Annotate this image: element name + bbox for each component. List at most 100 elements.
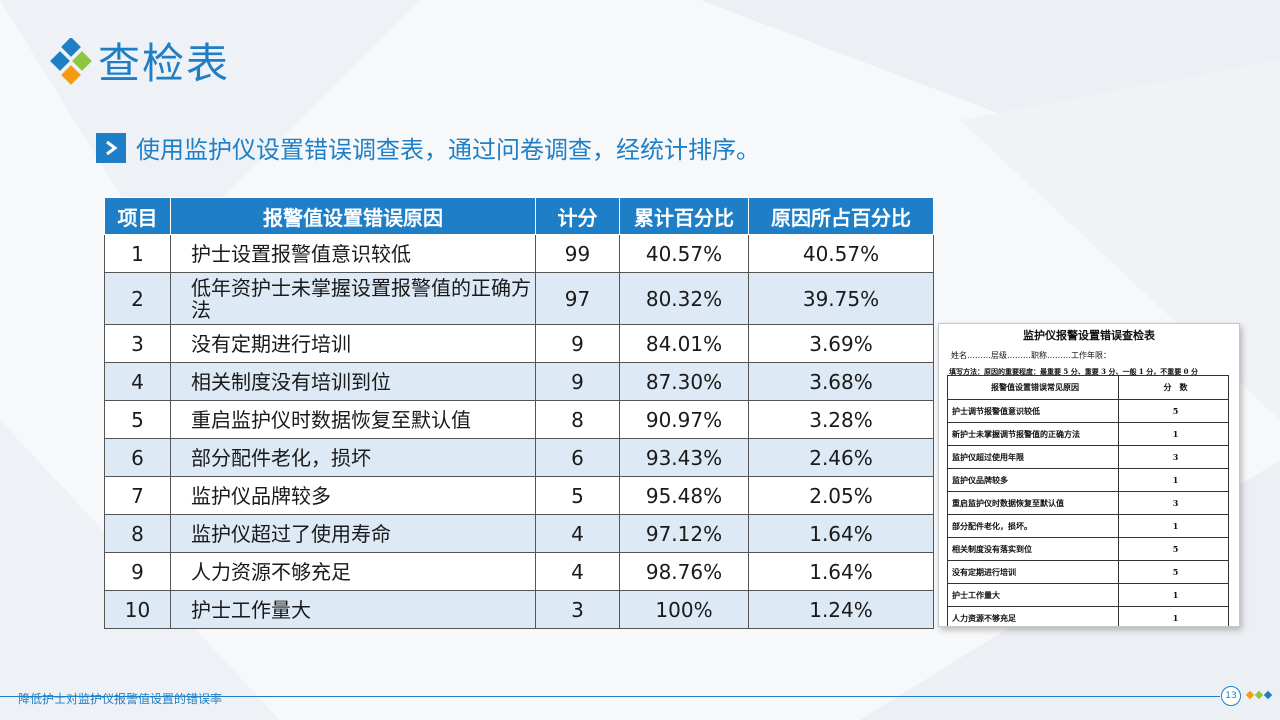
survey-row: 重启监护仪时数据恢复至默认值 3	[947, 491, 1229, 515]
table-row: 5 重启监护仪时数据恢复至默认值 8 90.97% 3.28%	[104, 400, 934, 439]
page-number: 13	[1221, 686, 1241, 706]
survey-row: 护士工作量大 1	[947, 583, 1229, 607]
cell-share: 1.24%	[748, 590, 934, 629]
cell-reason: 护士工作量大	[170, 590, 536, 629]
cell-no: 1	[104, 234, 171, 273]
cell-no: 6	[104, 438, 171, 477]
cell-no: 4	[104, 362, 171, 401]
col-header-cumulative: 累计百分比	[619, 197, 749, 235]
table-row: 10 护士工作量大 3 100% 1.24%	[104, 590, 934, 629]
cell-score: 6	[535, 438, 620, 477]
cell-share: 3.69%	[748, 324, 934, 363]
cell-reason: 重启监护仪时数据恢复至默认值	[170, 400, 536, 439]
cell-share: 3.28%	[748, 400, 934, 439]
cell-reason: 相关制度没有培训到位	[170, 362, 536, 401]
cell-cumulative: 100%	[619, 590, 749, 629]
survey-table: 报警值设置错误常见原因 分 数 护士调节报警值意识较低 5 新护士未掌握调节报警值…	[947, 375, 1229, 626]
survey-row: 相关制度没有落实到位 5	[947, 537, 1229, 561]
col-header-share: 原因所占百分比	[748, 197, 934, 235]
survey-reason: 部分配件老化，损坏。	[947, 514, 1119, 538]
cell-no: 3	[104, 324, 171, 363]
table-row: 6 部分配件老化，损坏 6 93.43% 2.46%	[104, 438, 934, 477]
cell-cumulative: 90.97%	[619, 400, 749, 439]
table-row: 7 监护仪品牌较多 5 95.48% 2.05%	[104, 476, 934, 515]
cell-share: 1.64%	[748, 514, 934, 553]
col-header-reason: 报警值设置错误原因	[170, 197, 536, 235]
survey-reason: 重启监护仪时数据恢复至默认值	[947, 491, 1119, 515]
survey-reason: 监护仪超过使用年限	[947, 445, 1119, 469]
cell-score: 9	[535, 324, 620, 363]
survey-reason: 新护士未掌握调节报警值的正确方法	[947, 422, 1119, 446]
survey-score: 5	[1118, 399, 1229, 423]
survey-row: 监护仪品牌较多 1	[947, 468, 1229, 492]
survey-score: 5	[1118, 537, 1229, 561]
footer-text: 降低护士对监护仪报警值设置的错误率	[18, 692, 223, 706]
cell-share: 2.46%	[748, 438, 934, 477]
cell-score: 8	[535, 400, 620, 439]
cell-cumulative: 93.43%	[619, 438, 749, 477]
survey-row: 部分配件老化，损坏。 1	[947, 514, 1229, 538]
survey-score: 1	[1118, 514, 1229, 538]
cell-score: 9	[535, 362, 620, 401]
cell-score: 4	[535, 552, 620, 591]
cell-reason: 部分配件老化，损坏	[170, 438, 536, 477]
survey-header-reason: 报警值设置错误常见原因	[947, 375, 1119, 400]
cell-reason: 人力资源不够充足	[170, 552, 536, 591]
cell-share: 3.68%	[748, 362, 934, 401]
cell-score: 4	[535, 514, 620, 553]
cell-share: 40.57%	[748, 234, 934, 273]
survey-score: 1	[1118, 583, 1229, 607]
survey-score: 3	[1118, 445, 1229, 469]
cell-score: 97	[535, 272, 620, 325]
cell-score: 3	[535, 590, 620, 629]
checklist-table: 项目 报警值设置错误原因 计分 累计百分比 原因所占百分比 1 护士设置报警值意…	[104, 197, 934, 629]
cell-no: 2	[104, 272, 171, 325]
survey-reason: 监护仪品牌较多	[947, 468, 1119, 492]
survey-score: 1	[1118, 422, 1229, 446]
table-row: 4 相关制度没有培训到位 9 87.30% 3.68%	[104, 362, 934, 401]
col-header-score: 计分	[535, 197, 620, 235]
survey-note: 填写方法：原因的重要程度：最重要 5 分、重要 3 分、一般 1 分，不重要 0…	[949, 367, 1198, 376]
survey-row: 护士调节报警值意识较低 5	[947, 399, 1229, 423]
cell-reason: 没有定期进行培训	[170, 324, 536, 363]
cell-score: 5	[535, 476, 620, 515]
col-header-item: 项目	[104, 197, 171, 235]
survey-reason: 相关制度没有落实到位	[947, 537, 1119, 561]
cell-share: 1.64%	[748, 552, 934, 591]
cell-share: 2.05%	[748, 476, 934, 515]
table-row: 8 监护仪超过了使用寿命 4 97.12% 1.64%	[104, 514, 934, 553]
cell-share: 39.75%	[748, 272, 934, 325]
survey-header-row: 报警值设置错误常见原因 分 数	[947, 375, 1229, 400]
cell-no: 5	[104, 400, 171, 439]
cell-no: 10	[104, 590, 171, 629]
cell-reason: 监护仪品牌较多	[170, 476, 536, 515]
survey-header-score: 分 数	[1118, 375, 1229, 400]
cell-reason: 低年资护士未掌握设置报警值的正确方法	[170, 272, 536, 325]
cell-no: 7	[104, 476, 171, 515]
survey-reason: 没有定期进行培训	[947, 560, 1119, 584]
survey-row: 新护士未掌握调节报警值的正确方法 1	[947, 422, 1229, 446]
subtitle: 使用监护仪设置错误调查表，通过问卷调查，经统计排序。	[136, 136, 760, 164]
survey-row: 人力资源不够充足 1	[947, 606, 1229, 626]
table-row: 9 人力资源不够充足 4 98.76% 1.64%	[104, 552, 934, 591]
survey-title: 监护仪报警设置错误查检表	[1023, 329, 1155, 342]
cell-no: 8	[104, 514, 171, 553]
cell-score: 99	[535, 234, 620, 273]
survey-row: 没有定期进行培训 5	[947, 560, 1229, 584]
footer-diamonds-icon	[1245, 690, 1273, 700]
cell-cumulative: 97.12%	[619, 514, 749, 553]
table-row: 1 护士设置报警值意识较低 99 40.57% 40.57%	[104, 234, 934, 273]
table-row: 2 低年资护士未掌握设置报警值的正确方法 97 80.32% 39.75%	[104, 272, 934, 325]
logo-diamonds-icon	[50, 38, 92, 85]
cell-cumulative: 95.48%	[619, 476, 749, 515]
cell-cumulative: 80.32%	[619, 272, 749, 325]
chevron-right-icon	[96, 132, 126, 163]
cell-cumulative: 40.57%	[619, 234, 749, 273]
table-row: 3 没有定期进行培训 9 84.01% 3.69%	[104, 324, 934, 363]
survey-score: 1	[1118, 468, 1229, 492]
survey-reason: 护士工作量大	[947, 583, 1119, 607]
table-header-row: 项目 报警值设置错误原因 计分 累计百分比 原因所占百分比	[104, 197, 934, 235]
survey-score: 1	[1118, 606, 1229, 626]
survey-score: 5	[1118, 560, 1229, 584]
cell-cumulative: 87.30%	[619, 362, 749, 401]
